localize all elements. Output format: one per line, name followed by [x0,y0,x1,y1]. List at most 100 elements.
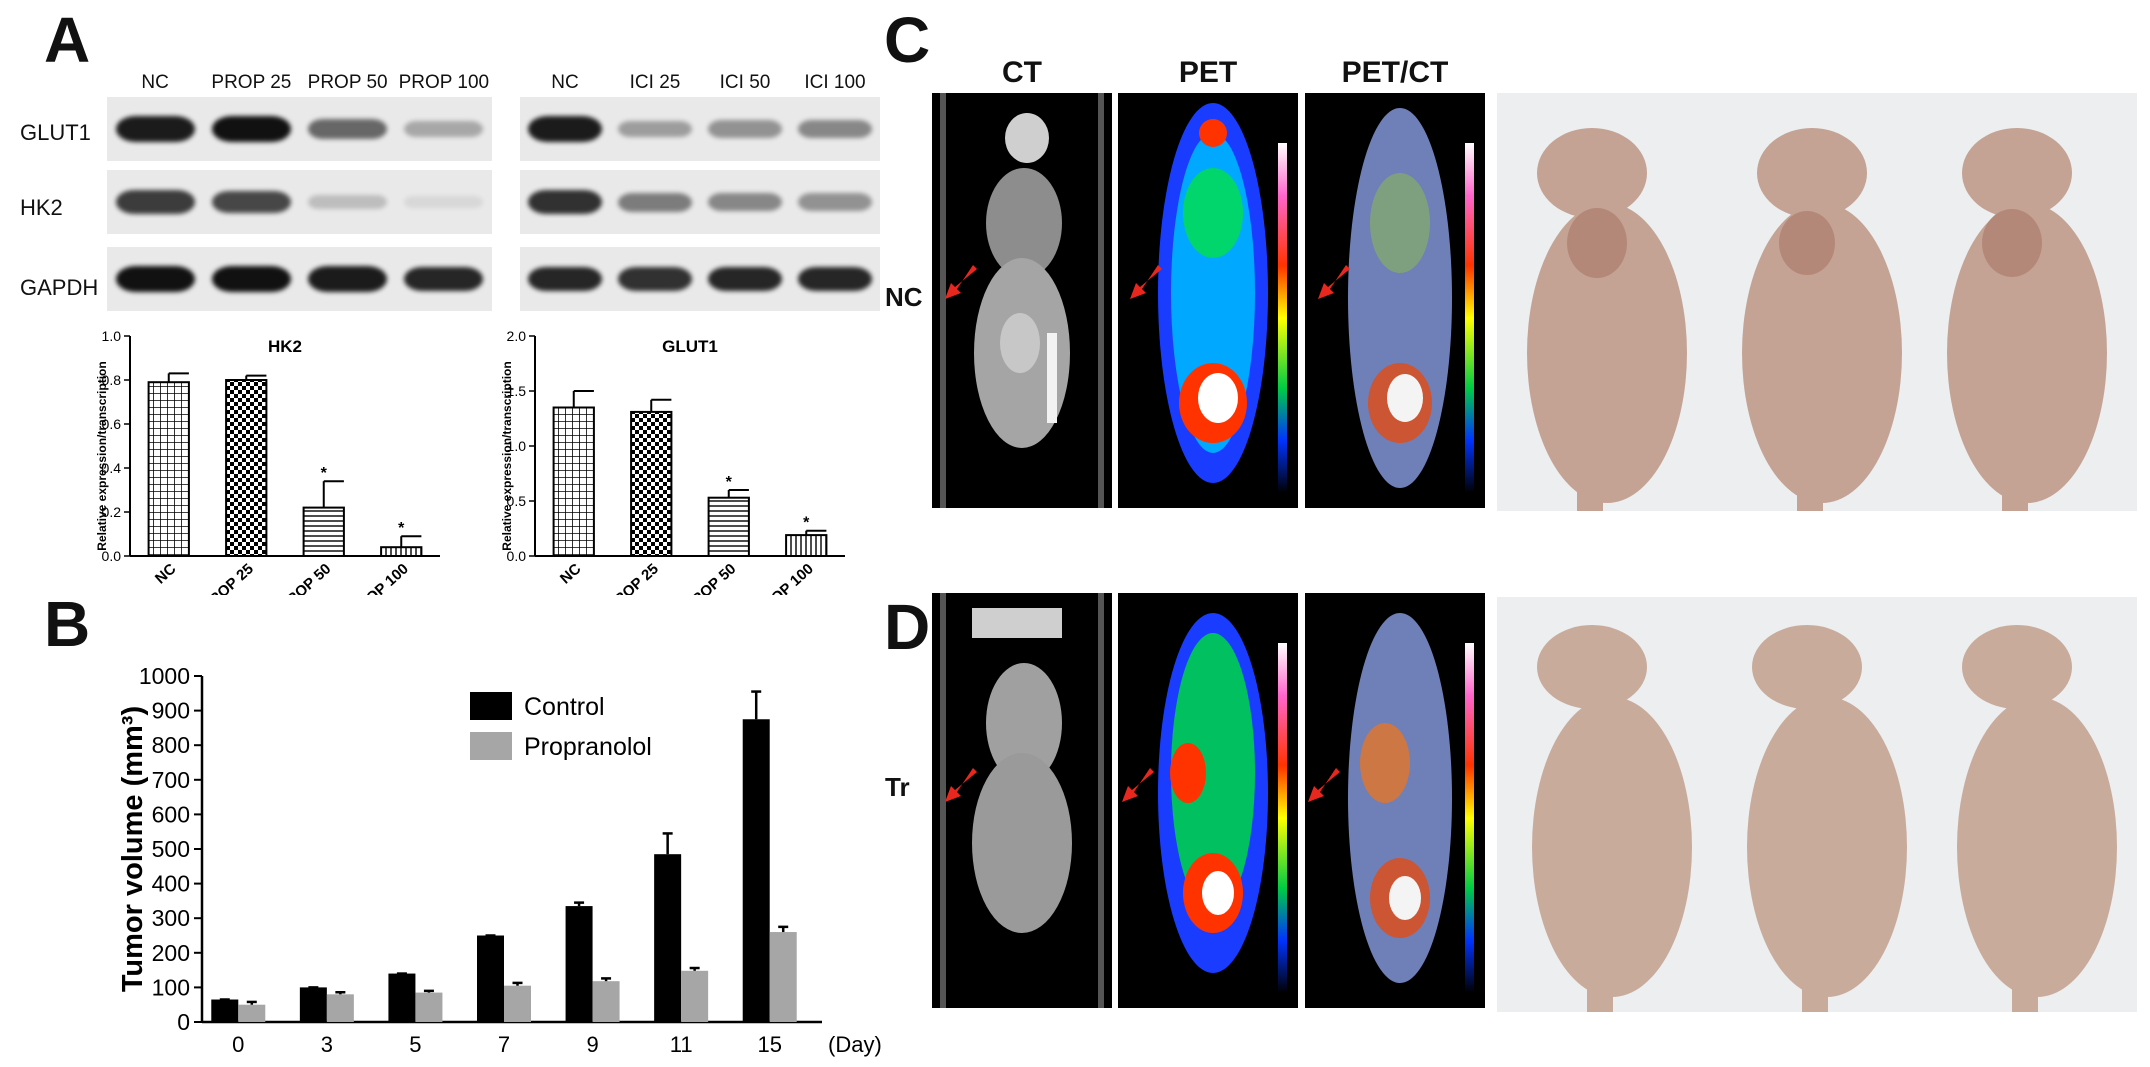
blot-band [618,192,692,212]
bar [147,381,190,558]
blot-band [798,119,872,139]
lane-label-left-3: PROP 100 [398,72,490,93]
bar-control [742,719,770,1022]
panel-letter-a: A [44,4,91,76]
y-tick-label: 500 [152,836,190,862]
y-tick-label: 100 [152,974,190,1000]
bar [380,546,423,557]
nc-mice-photo [1497,93,2137,511]
chart-title: GLUT1 [662,337,718,356]
x-tick-label: PROP 25 [604,560,662,595]
blot-band [404,195,484,209]
bar [707,496,750,557]
treated-mice-photo [1497,597,2137,1012]
lane-label-right-0: NC [551,72,579,93]
bar-propranolol [415,992,443,1022]
y-tick-label: 0.6 [102,416,122,432]
lane-label-right-2: ICI 50 [719,72,771,93]
panel-letter-c: C [884,4,931,76]
pet-ct-fused-scan-tr [1305,593,1485,1008]
lane-label-left-1: PROP 25 [211,72,292,93]
bar-propranolol [504,985,531,1022]
blot-strip-left-glut1 [107,97,492,161]
legend-label: Control [524,693,605,721]
bar [302,506,345,558]
row-label-hk2: HK2 [20,195,63,220]
y-tick-label: 300 [152,905,190,931]
bar-control [477,935,504,1022]
y-tick-label: 0.0 [102,548,122,564]
x-tick-label: PROP 100 [347,560,411,595]
y-tick-label: 400 [152,871,190,897]
blot-strip-left-gapdh [107,247,492,311]
group-label-nc: NC [885,282,923,312]
blot-strip-right-hk2 [520,170,880,234]
bar-control [388,973,416,1022]
tumor-arrow-icon [1318,265,1350,299]
blot-strip-right-glut1 [520,97,880,161]
y-tick-label: 2.0 [507,330,527,344]
y-tick-label: 900 [152,698,190,724]
blot-strip-left-hk2 [107,170,492,234]
ct-scan-tr [932,593,1112,1008]
significance-mark: * [398,520,405,537]
blot-band [528,190,602,214]
blot-band [308,194,388,210]
lane-label-left-0: NC [141,72,169,93]
blot-band [115,116,195,142]
x-tick-label: 11 [670,1032,693,1057]
bar [225,379,268,557]
blot-band [115,190,195,214]
blot-band [115,266,195,292]
lane-label-left-2: PROP 50 [307,72,388,93]
y-axis-label: Relative expression/transcription [500,361,514,550]
bar-propranolol [592,981,620,1022]
blot-band [708,266,782,292]
y-tick-label: 0.2 [102,504,122,520]
x-axis-unit: (Day) [828,1032,882,1057]
blot-band [798,266,872,292]
bar-control [211,999,239,1022]
blot-band [528,116,602,142]
blot-band [308,118,388,140]
bar [552,406,595,557]
x-tick-label: 9 [586,1032,598,1057]
tumor-arrow-icon [945,768,977,802]
y-tick-label: 1.5 [507,383,527,399]
y-tick-label: 0 [177,1009,190,1035]
western-blot-figure: NC PROP 25 PROP 50 PROP 100 NC ICI 25 ICI 50 I… [0,0,900,330]
x-tick-label: NC [557,560,585,587]
panel-letter-d: D [884,591,931,663]
significance-mark: * [726,474,733,491]
bar-propranolol [681,970,709,1022]
scan-title-ct: CT [1002,56,1042,89]
y-tick-label: 1000 [139,663,190,689]
blot-band [708,120,782,138]
legend-label: Propranolol [524,733,652,761]
lane-label-right-1: ICI 25 [629,72,681,93]
blot-band [211,190,291,214]
blot-band [211,266,291,292]
y-tick-label: 1.0 [102,330,122,344]
blot-band [618,120,692,138]
x-tick-label: 0 [232,1032,244,1057]
significance-mark: * [803,515,810,532]
tumor-arrow-icon [945,265,977,299]
x-tick-label: 5 [409,1032,421,1057]
blot-band [708,192,782,212]
blot-band [798,193,872,211]
y-tick-label: 1.0 [507,438,527,454]
blot-band [618,267,692,291]
lane-label-right-3: ICI 100 [804,72,866,93]
bar-control [299,987,327,1022]
bar-control [654,854,682,1022]
x-tick-label: NC [152,560,180,587]
tumor-arrow-icon [1130,265,1162,299]
y-tick-label: 600 [152,801,190,827]
chart-title: HK2 [268,337,302,356]
significance-mark: * [321,465,328,482]
x-tick-label: 15 [757,1032,781,1057]
tumor-arrow-icon [1122,768,1154,802]
tumor-volume-bar-chart: Tumor volume (mm³) 0 100 200 300 400 500 600 700… [117,663,882,1057]
